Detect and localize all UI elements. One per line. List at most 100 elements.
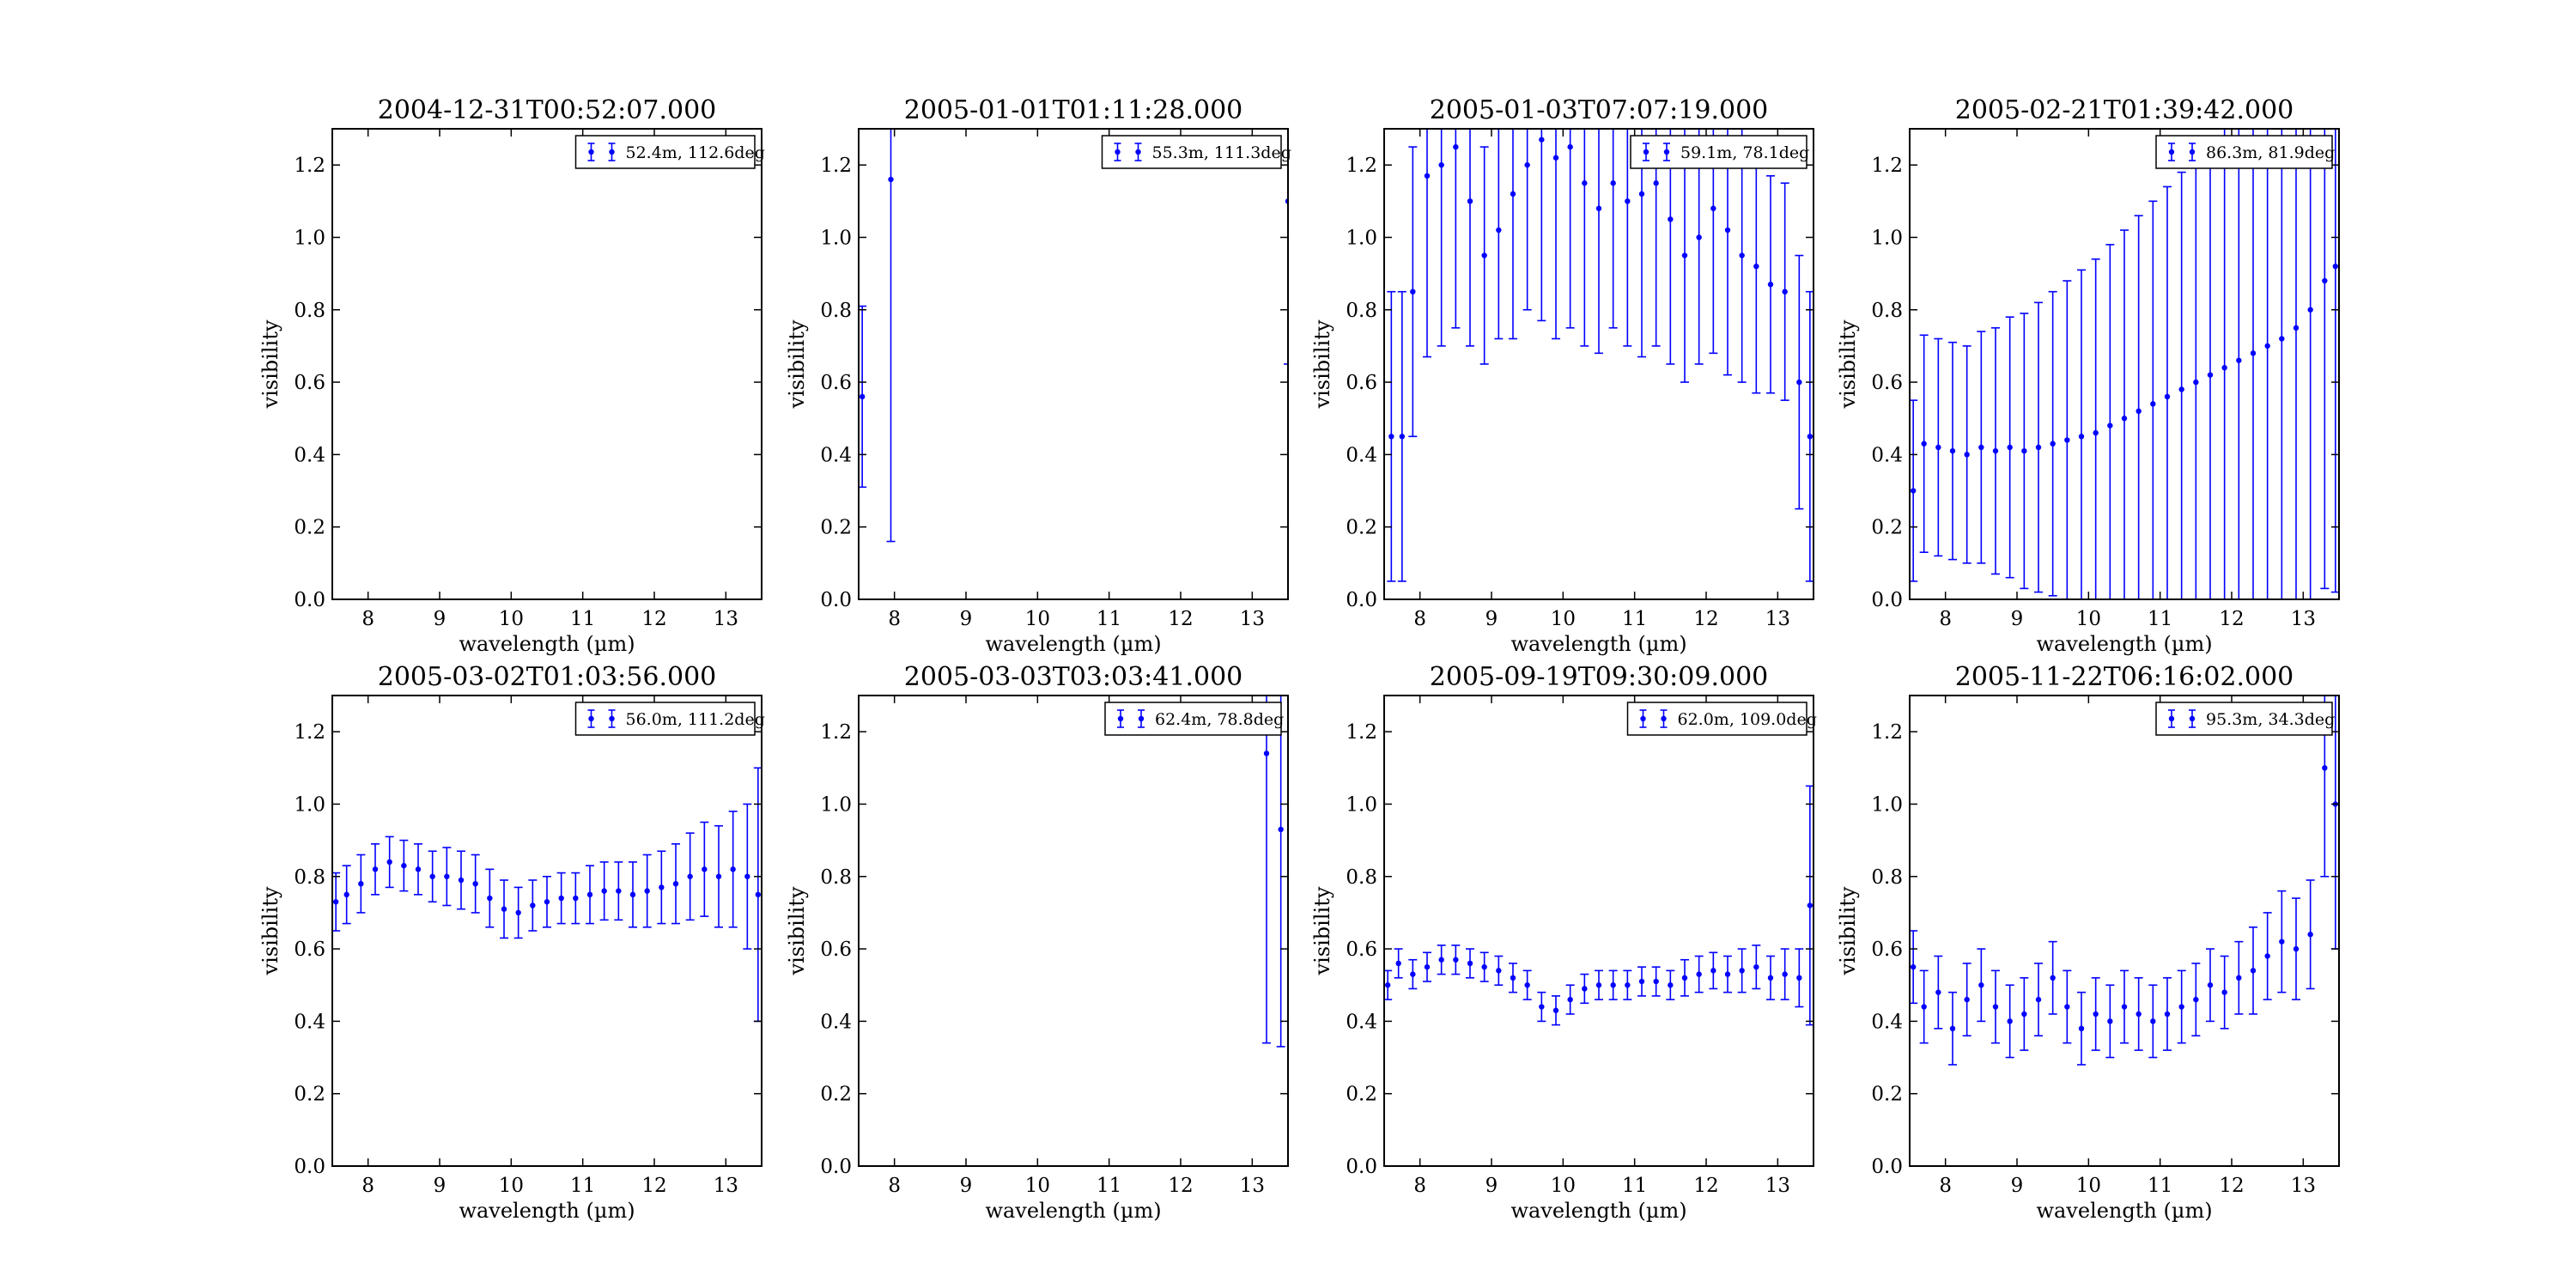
data-point bbox=[444, 873, 450, 879]
data-point bbox=[1467, 960, 1473, 967]
data-series bbox=[1262, 696, 1285, 1048]
panel-title: 2005-02-21T01:39:42.000 bbox=[1955, 95, 2294, 125]
y-tick-label: 0.0 bbox=[1346, 1156, 1377, 1178]
y-axis-label: visibility bbox=[785, 886, 809, 975]
x-tick-label: 13 bbox=[714, 608, 738, 630]
y-tick-label: 0.6 bbox=[294, 372, 325, 394]
x-tick-label: 10 bbox=[1025, 608, 1050, 630]
legend-marker-point bbox=[588, 149, 594, 155]
y-tick-label: 0.0 bbox=[294, 1156, 325, 1178]
data-point bbox=[2322, 277, 2328, 284]
legend-marker-point bbox=[609, 149, 615, 155]
y-axis-label: visibility bbox=[258, 886, 283, 975]
data-point bbox=[1681, 252, 1688, 258]
data-point bbox=[859, 393, 866, 400]
y-tick-label: 0.4 bbox=[1871, 1011, 1903, 1033]
y-tick-label: 0.6 bbox=[820, 372, 852, 394]
y-tick-label: 1.0 bbox=[294, 227, 325, 249]
legend-marker-point bbox=[588, 715, 594, 722]
data-point bbox=[1638, 978, 1645, 985]
data-point bbox=[1992, 447, 1999, 454]
x-tick-label: 9 bbox=[960, 1175, 973, 1197]
y-tick-label: 0.4 bbox=[1346, 444, 1377, 466]
data-point bbox=[672, 881, 679, 887]
data-series bbox=[1387, 129, 1814, 582]
legend-box bbox=[1630, 135, 1807, 169]
x-tick-label: 10 bbox=[1025, 1175, 1050, 1197]
x-tick-label: 12 bbox=[2219, 608, 2244, 630]
axes-frame bbox=[1383, 695, 1814, 1167]
data-point bbox=[1625, 982, 1631, 988]
data-point bbox=[1668, 216, 1674, 222]
data-point bbox=[544, 899, 550, 905]
x-tick-label: 13 bbox=[1240, 608, 1265, 630]
data-point bbox=[386, 859, 392, 866]
data-series bbox=[1910, 696, 2339, 1066]
x-tick-label: 13 bbox=[1240, 1175, 1265, 1197]
data-point bbox=[1935, 444, 1941, 451]
x-tick-label: 12 bbox=[2219, 1175, 2244, 1197]
data-point bbox=[1278, 826, 1284, 833]
x-tick-label: 8 bbox=[1413, 1175, 1426, 1197]
x-tick-label: 11 bbox=[1622, 1175, 1647, 1197]
x-tick-label: 13 bbox=[1765, 608, 1790, 630]
panel-title: 2005-09-19T09:30:09.000 bbox=[1430, 662, 1769, 692]
data-point bbox=[888, 176, 894, 183]
x-tick-label: 11 bbox=[1622, 608, 1647, 630]
data-point bbox=[2050, 440, 2056, 447]
legend: 56.0m, 111.2deg bbox=[574, 702, 765, 736]
panel-title: 2005-03-02T01:03:56.000 bbox=[378, 662, 717, 692]
legend: 62.4m, 78.8deg bbox=[1104, 702, 1284, 736]
y-axis-label: visibility bbox=[1836, 886, 1860, 975]
data-point bbox=[616, 888, 622, 894]
plot-area bbox=[1910, 696, 2339, 1166]
data-point bbox=[1978, 982, 1984, 988]
data-point bbox=[1595, 205, 1602, 211]
axes-frame bbox=[1383, 128, 1814, 600]
data-point bbox=[2136, 1011, 2142, 1018]
data-point bbox=[1782, 971, 1788, 977]
x-tick-label: 12 bbox=[1693, 608, 1718, 630]
legend: 52.4m, 112.6deg bbox=[574, 135, 765, 169]
data-point bbox=[1582, 986, 1588, 992]
data-point bbox=[401, 862, 407, 869]
data-point bbox=[2007, 1018, 2013, 1024]
data-point bbox=[1539, 137, 1545, 143]
data-point bbox=[1653, 180, 1659, 186]
y-axis-label: visibility bbox=[1836, 319, 1860, 409]
data-point bbox=[1438, 161, 1444, 168]
data-point bbox=[2236, 975, 2242, 981]
x-tick-label: 10 bbox=[1551, 608, 1576, 630]
legend-label: 56.0m, 111.2deg bbox=[626, 710, 765, 729]
x-tick-label: 10 bbox=[499, 608, 524, 630]
y-tick-label: 0.2 bbox=[1871, 517, 1903, 539]
x-axis-label: wavelength (µm) bbox=[2036, 632, 2212, 656]
data-point bbox=[2293, 945, 2300, 952]
data-point bbox=[1638, 191, 1645, 197]
data-point bbox=[2093, 429, 2099, 436]
data-point bbox=[1438, 957, 1444, 963]
y-tick-label: 0.8 bbox=[820, 866, 852, 889]
data-point bbox=[629, 891, 636, 898]
panel-title: 2004-12-31T00:52:07.000 bbox=[378, 95, 717, 125]
data-point bbox=[1481, 963, 1487, 970]
data-point bbox=[1753, 963, 1759, 970]
legend-box bbox=[574, 135, 756, 169]
data-point bbox=[2279, 336, 2285, 342]
y-tick-label: 0.2 bbox=[294, 517, 325, 539]
data-point bbox=[1696, 971, 1702, 977]
data-point bbox=[1524, 982, 1530, 988]
y-tick-label: 0.8 bbox=[294, 300, 325, 322]
x-tick-label: 11 bbox=[2148, 1175, 2172, 1197]
data-point bbox=[1935, 989, 1941, 995]
plot-area bbox=[859, 129, 1288, 599]
data-point bbox=[755, 891, 762, 898]
data-point bbox=[1524, 161, 1530, 168]
data-point bbox=[2064, 437, 2070, 443]
y-tick-label: 1.0 bbox=[1346, 227, 1377, 249]
x-tick-label: 11 bbox=[570, 1175, 595, 1197]
plot-area bbox=[332, 696, 762, 1166]
data-point bbox=[2093, 1011, 2099, 1018]
y-tick-label: 0.2 bbox=[820, 1084, 852, 1106]
y-tick-label: 1.0 bbox=[820, 793, 852, 816]
